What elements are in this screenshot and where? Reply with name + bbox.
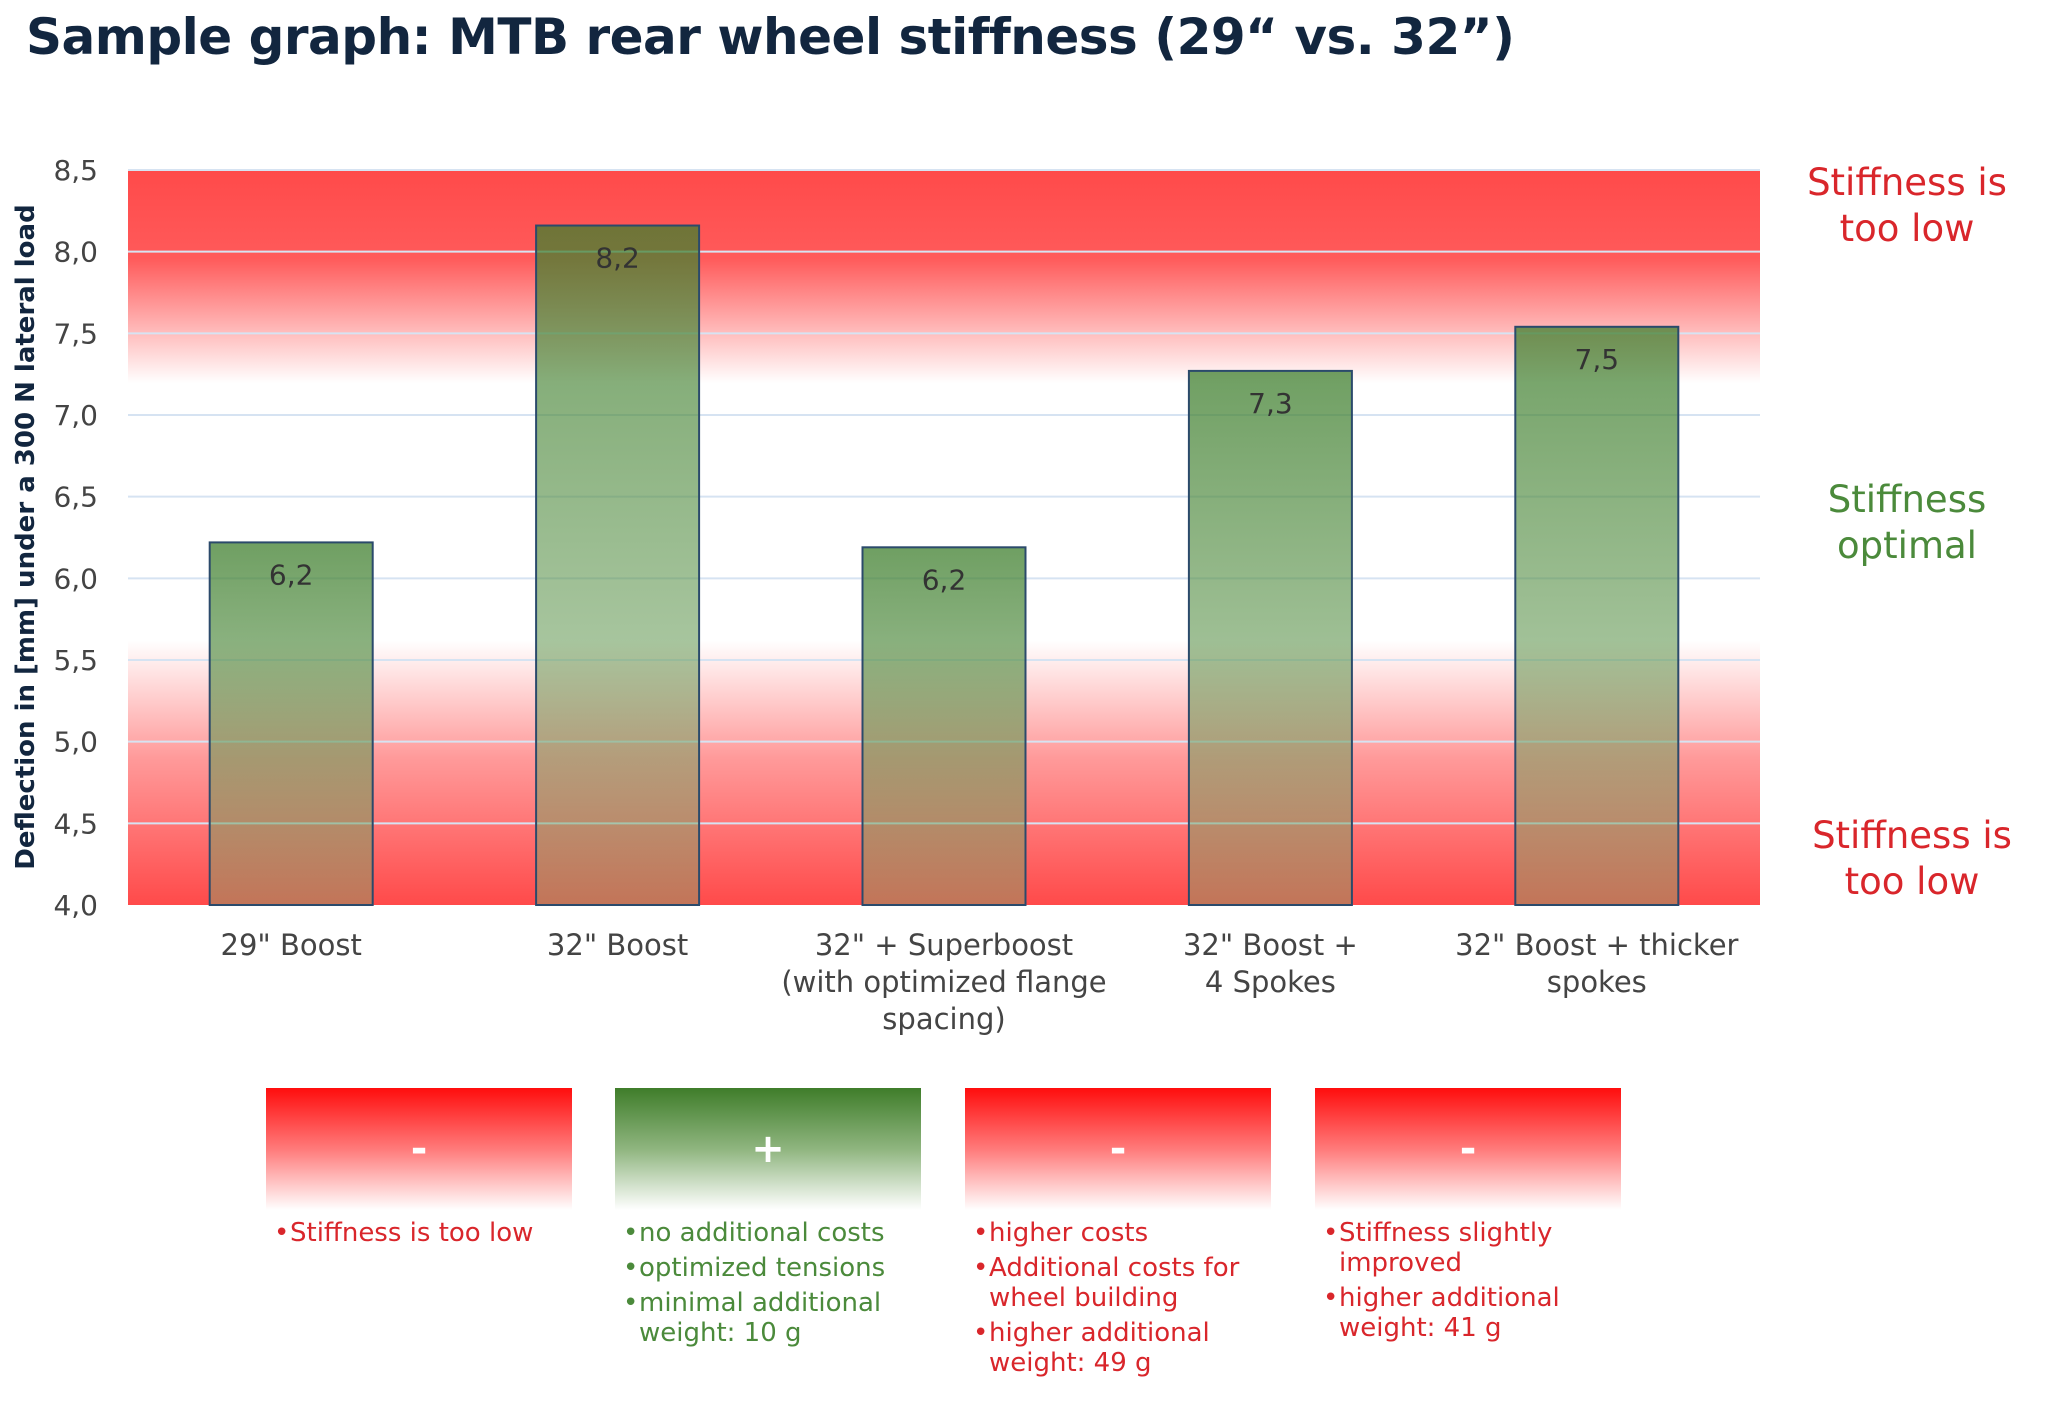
y-axis-title: Deflection in [mm] under a 300 N lateral… <box>11 204 41 869</box>
assessment-points: Stiffness is too low <box>274 1218 574 1253</box>
x-category-label: spacing) <box>882 1002 1005 1036</box>
data-label: 6,2 <box>922 563 967 596</box>
bar <box>535 224 701 907</box>
zone-label: Stiffness is too low <box>1757 160 2048 252</box>
assessment-point: no additional costs <box>623 1218 923 1248</box>
data-label: 7,5 <box>1575 343 1620 376</box>
zone-label-line: Stiffness is <box>1812 814 2012 857</box>
assessment-points: Stiffness slightly improvedhigher additi… <box>1323 1218 1623 1348</box>
x-category-label: 4 Spokes <box>1205 965 1336 999</box>
y-tick-label: 4,0 <box>53 889 98 922</box>
assessment-point: optimized tensions <box>623 1253 923 1283</box>
bar <box>861 546 1027 906</box>
y-tick-label: 5,0 <box>53 726 98 759</box>
bar <box>1187 369 1353 906</box>
assessment-point: higher additional weight: 49 g <box>973 1318 1273 1378</box>
assessment-points: no additional costs optimized tensions min… <box>623 1218 923 1353</box>
assessment-box-plus: + <box>615 1088 921 1210</box>
y-tick-label: 5,5 <box>53 644 98 677</box>
assessment-box-minus: - <box>1315 1088 1621 1210</box>
zone-label: Stiffness optimal <box>1757 477 2048 569</box>
x-category-label: spokes <box>1547 965 1647 999</box>
zone-label-line: too low <box>1839 207 1975 250</box>
assessment-point: higher costs <box>973 1218 1273 1248</box>
assessment-point: Additional costs for wheel building <box>973 1253 1273 1313</box>
x-category-label: (with optimized flange <box>781 965 1106 999</box>
zone-label-line: Stiffness <box>1827 478 1987 521</box>
y-tick-label: 8,5 <box>53 154 98 187</box>
bar <box>208 541 374 907</box>
zone-label-line: optimal <box>1837 524 1977 567</box>
bar <box>1514 325 1680 906</box>
y-tick-label: 6,0 <box>53 562 98 595</box>
bar-chart: 4,0 4,5 5,0 5,5 6,0 6,5 7,0 7,5 8,0 8,5 6,2 8,2 6,2… <box>11 154 1760 1036</box>
data-label: 6,2 <box>269 558 314 591</box>
assessment-point: Stiffness slightly improved <box>1323 1218 1623 1278</box>
zone-label-line: Stiffness is <box>1807 161 2007 204</box>
zone-label: Stiffness is too low <box>1762 813 2048 905</box>
assessment-box-minus: - <box>266 1088 572 1210</box>
assessment-point: Stiffness is too low <box>274 1218 574 1248</box>
x-category-label: 32" Boost + thicker <box>1455 928 1738 962</box>
x-category-label: 32" Boost + <box>1183 928 1358 962</box>
x-category-label: 32" + Superboost <box>815 928 1073 962</box>
y-tick-label: 7,5 <box>53 317 98 350</box>
zone-label-line: too low <box>1844 860 1980 903</box>
data-label: 8,2 <box>595 242 640 275</box>
assessment-point: higher additional weight: 41 g <box>1323 1283 1623 1343</box>
y-tick-label: 6,5 <box>53 481 98 514</box>
x-category-label: 29" Boost <box>221 928 362 962</box>
y-tick-label: 4,5 <box>53 807 98 840</box>
chart-title: Sample graph: MTB rear wheel stiffness (… <box>26 8 1515 66</box>
assessment-box-minus: - <box>965 1088 1271 1210</box>
assessment-points: higher costs Additional costs for wheel b… <box>973 1218 1273 1383</box>
x-category-label: 32" Boost <box>547 928 688 962</box>
assessment-point: minimal additional weight: 10 g <box>623 1288 923 1348</box>
y-tick-label: 7,0 <box>53 399 98 432</box>
y-tick-label: 8,0 <box>53 236 98 269</box>
data-label: 7,3 <box>1248 387 1293 420</box>
